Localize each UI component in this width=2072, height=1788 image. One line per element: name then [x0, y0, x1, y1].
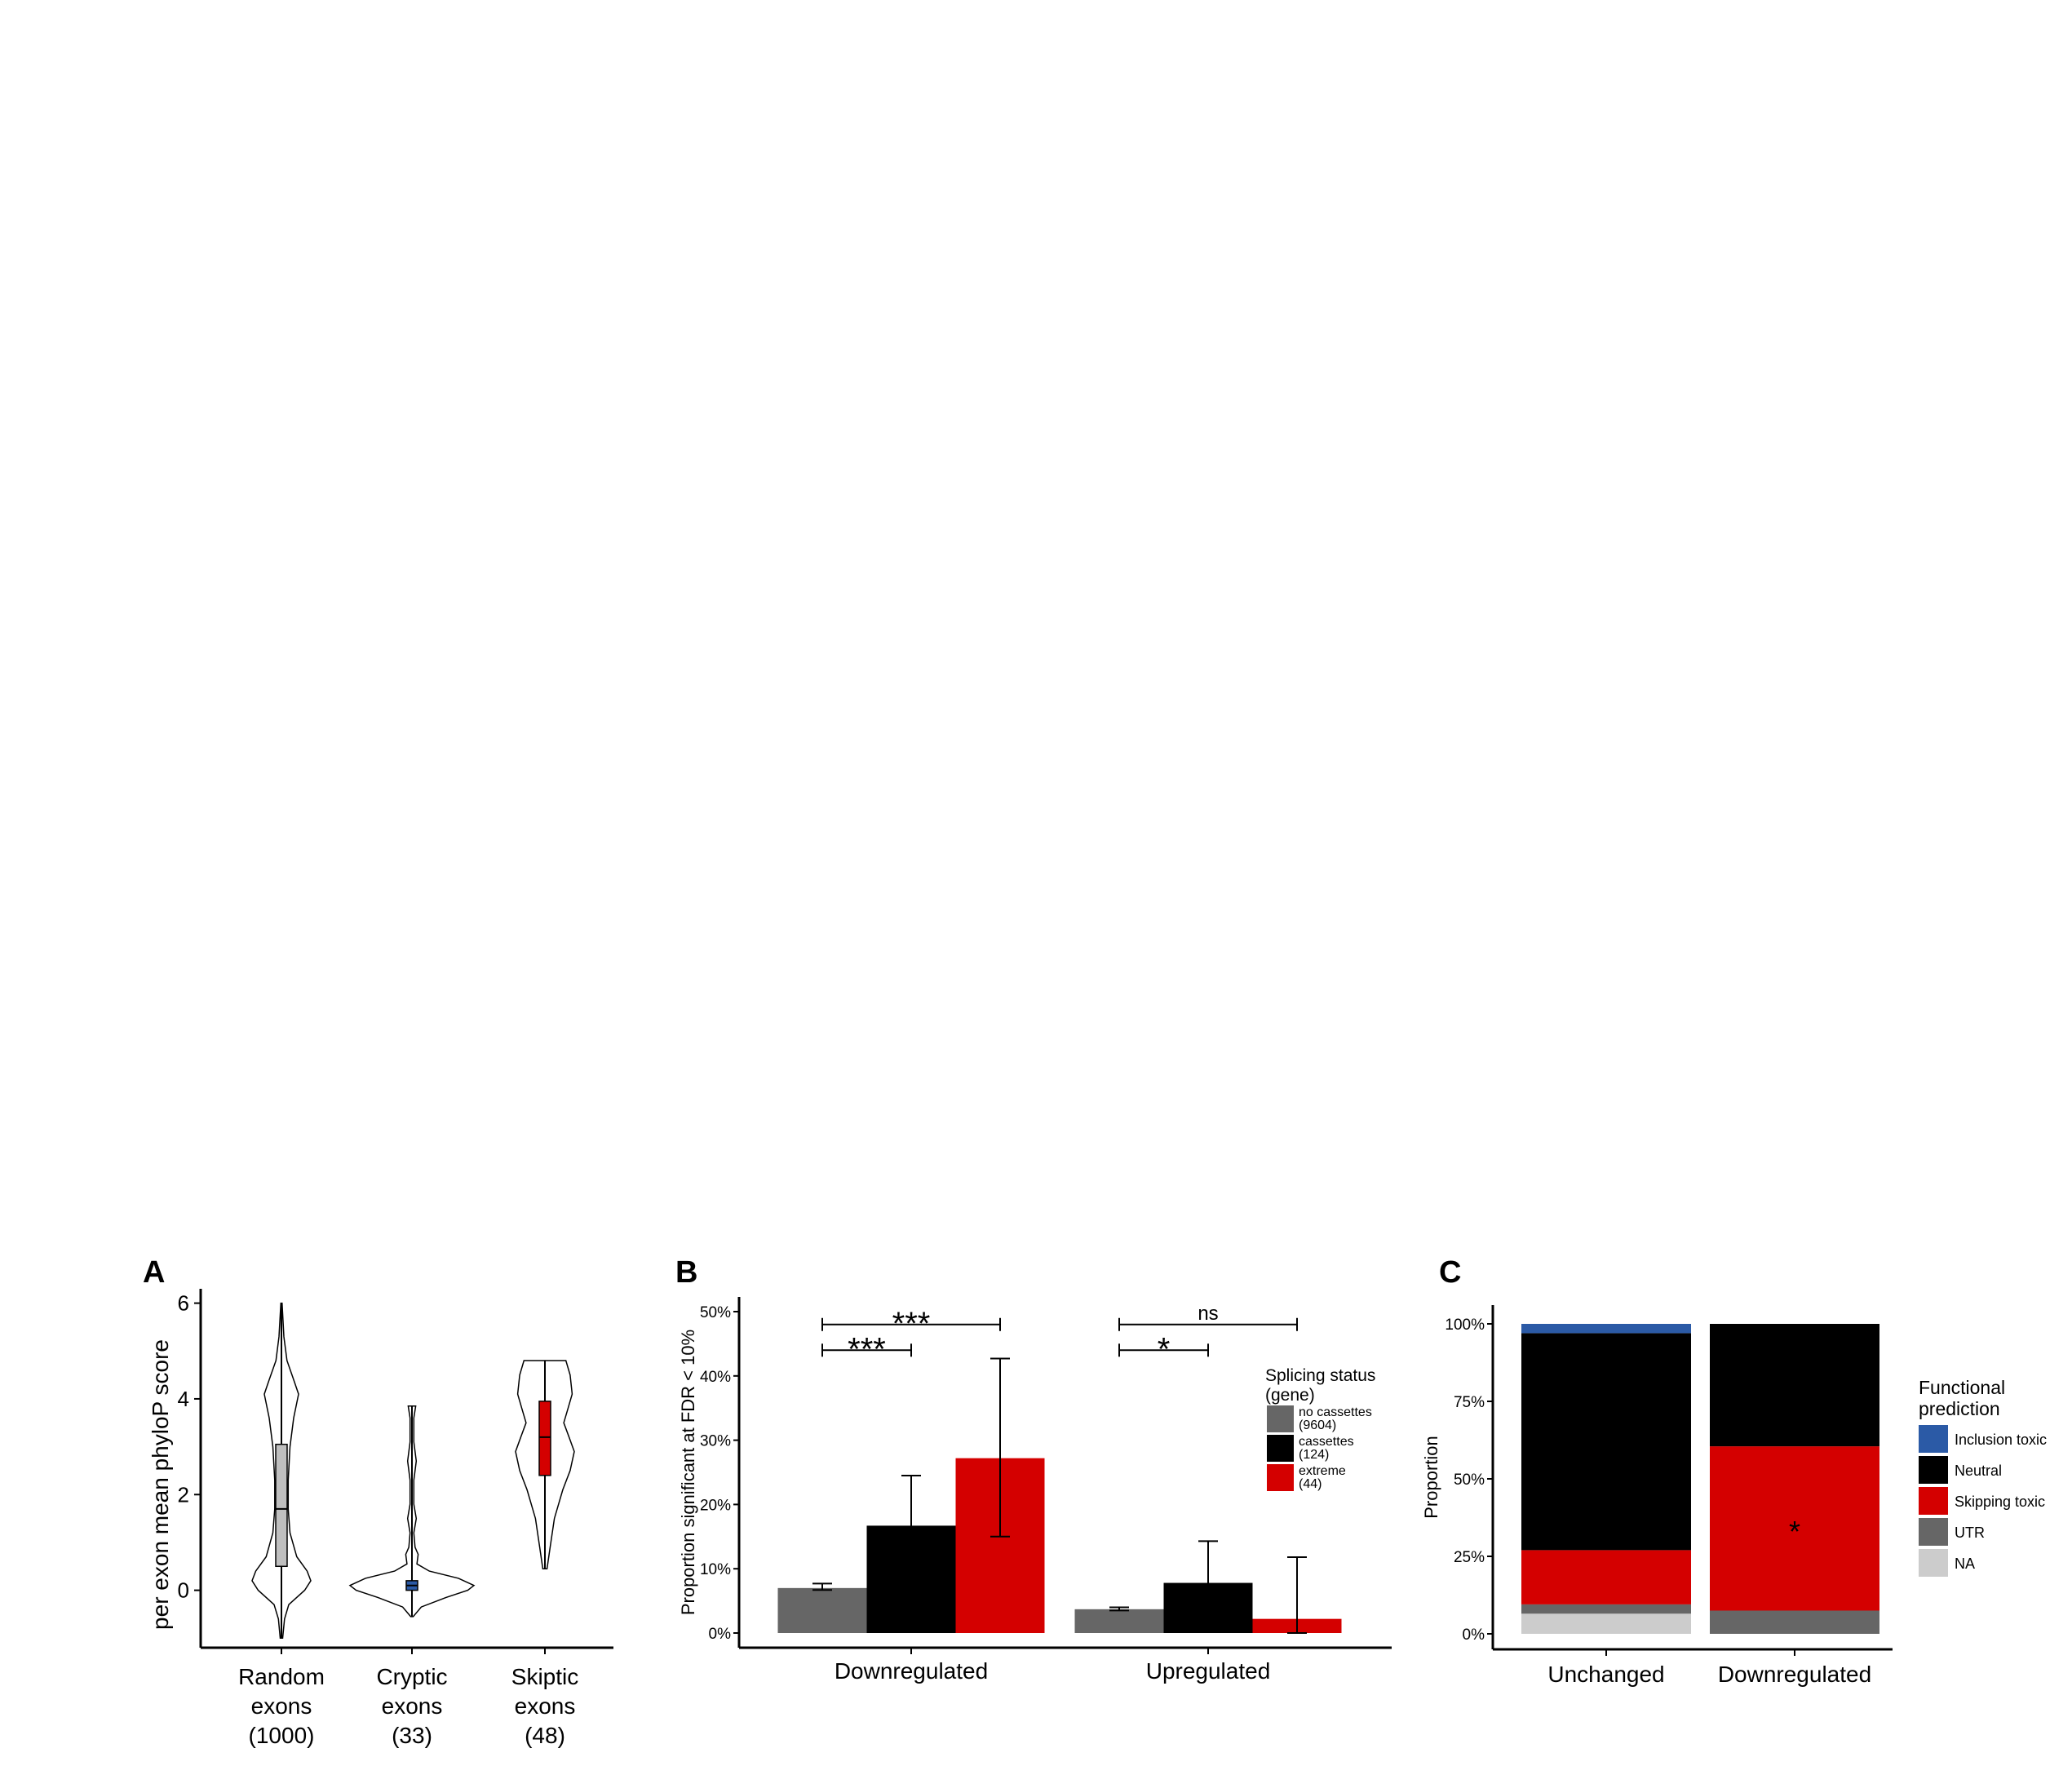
y-tick-label: 0%: [1463, 1626, 1485, 1644]
bar: [777, 1587, 867, 1633]
legend-label: Inclusion toxic: [1955, 1432, 2047, 1448]
y-tick-label: 0: [178, 1578, 189, 1603]
y-tick-label: 4: [178, 1387, 189, 1411]
stacked-bar-segment: [1521, 1324, 1691, 1334]
bar: [1074, 1609, 1164, 1633]
x-tick-label: (33): [392, 1723, 432, 1748]
stacked-bar-segment: [1710, 1446, 1879, 1611]
panel-b-bar-chart: 0% 10% 20% 30% 40% 50%Proportion significant …: [678, 1297, 1392, 1684]
panel-letter-c: C: [1439, 1255, 1461, 1290]
legend-key: [1919, 1518, 1948, 1546]
box: [275, 1443, 288, 1568]
legend-label: (9604): [1299, 1418, 1336, 1432]
x-tick-label: (48): [525, 1723, 565, 1748]
stacked-bar-segment: [1521, 1613, 1691, 1634]
y-tick-label: 100%: [1445, 1317, 1485, 1334]
stacked-bar-segment: [1710, 1324, 1879, 1447]
y-tick-label: 20%: [700, 1497, 731, 1514]
y-axis-label: Proportion significant at FDR < 10%: [678, 1330, 698, 1615]
legend-key: [1267, 1464, 1294, 1491]
legend-key: [1267, 1405, 1294, 1432]
legend-key: [1919, 1549, 1948, 1577]
x-tick-label: Downregulated: [835, 1658, 988, 1684]
y-tick-label: 40%: [700, 1369, 731, 1386]
y-tick-label: 75%: [1454, 1394, 1485, 1411]
legend-key: [1919, 1425, 1948, 1453]
x-tick-label: Downregulated: [1718, 1662, 1871, 1687]
box: [538, 1401, 551, 1476]
y-axis-label: per exon mean phyloP score: [148, 1339, 173, 1630]
legend-label: no cassettes: [1299, 1405, 1372, 1419]
x-tick-label: Cryptic: [376, 1664, 447, 1689]
x-tick-label: Unchanged: [1547, 1662, 1664, 1687]
significance-label: *: [1789, 1515, 1800, 1548]
y-tick-label: 10%: [700, 1561, 731, 1578]
legend-title: Splicing status: [1265, 1366, 1375, 1385]
legend-label: (44): [1299, 1477, 1322, 1491]
legend-title: prediction: [1919, 1398, 2000, 1419]
y-tick-label: 50%: [700, 1304, 731, 1321]
significance-label: *: [1158, 1331, 1171, 1367]
stacked-bar-segment: [1521, 1550, 1691, 1604]
panel-letter-b: B: [675, 1255, 697, 1290]
legend-key: [1919, 1456, 1948, 1484]
legend-title: (gene): [1265, 1386, 1315, 1405]
legend-title: Functional: [1919, 1377, 2005, 1398]
x-tick-label: exons: [251, 1693, 312, 1719]
legend-label: Neutral: [1955, 1463, 2002, 1479]
y-tick-label: 25%: [1454, 1549, 1485, 1566]
y-tick-label: 30%: [700, 1433, 731, 1450]
y-tick-label: 2: [178, 1482, 189, 1507]
y-tick-label: 6: [178, 1291, 189, 1316]
stacked-bar-segment: [1521, 1333, 1691, 1551]
legend-key: [1919, 1487, 1948, 1515]
legend-label: (124): [1299, 1448, 1329, 1462]
significance-label: ***: [848, 1331, 886, 1367]
y-tick-label: 50%: [1454, 1472, 1485, 1489]
significance-label: ***: [892, 1306, 931, 1342]
stacked-bar-segment: [1521, 1604, 1691, 1614]
x-tick-label: Skiptic: [511, 1664, 578, 1689]
x-tick-label: exons: [515, 1693, 576, 1719]
y-tick-label: 0%: [709, 1626, 732, 1643]
panel-letter-a: A: [143, 1255, 165, 1290]
legend-label: UTR: [1955, 1525, 1985, 1541]
x-tick-label: (1000): [249, 1723, 315, 1748]
x-tick-label: exons: [382, 1693, 443, 1719]
legend-label: extreme: [1299, 1464, 1346, 1478]
stacked-bar-segment: [1710, 1610, 1879, 1634]
x-tick-label: Upregulated: [1146, 1658, 1271, 1684]
legend-label: NA: [1955, 1556, 1975, 1572]
legend-label: Skipping toxic: [1955, 1494, 2045, 1510]
legend-key: [1267, 1435, 1294, 1462]
x-tick-label: Random: [238, 1664, 325, 1689]
y-axis-label: Proportion: [1421, 1436, 1441, 1519]
legend-label: cassettes: [1299, 1435, 1354, 1449]
panel-c-stacked-bar-chart: 0% 25% 50% 75% 100% Proportion Unchanged Downre…: [1421, 1305, 2047, 1687]
significance-label: ns: [1198, 1303, 1218, 1325]
